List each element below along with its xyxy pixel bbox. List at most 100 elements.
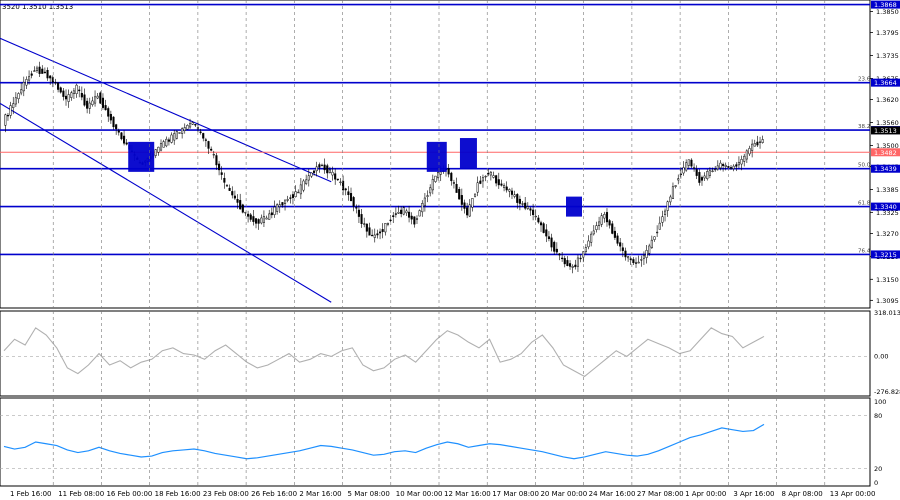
candle-body	[33, 70, 36, 72]
candle-body	[299, 184, 302, 195]
level-tag	[871, 250, 900, 259]
candle-body	[202, 133, 205, 139]
candle-body	[476, 182, 479, 193]
candle-body	[4, 114, 7, 126]
candle-body	[566, 260, 569, 266]
candle-body	[117, 130, 120, 133]
candle-body	[524, 202, 527, 209]
candle-body	[761, 139, 764, 143]
candle-body	[505, 186, 508, 191]
candle-body	[587, 240, 590, 248]
candle-body	[115, 124, 118, 130]
candle-body	[368, 227, 371, 236]
candle-body	[257, 219, 260, 224]
channel-lower-line	[0, 102, 332, 303]
candle-body	[59, 87, 62, 93]
candle-body	[276, 204, 279, 212]
candle-body	[434, 175, 437, 182]
price-tick-label: 1.3735	[876, 52, 899, 60]
candle-body	[328, 169, 331, 173]
candle-body	[112, 116, 115, 128]
x-tick-label: 23 Feb 08:00	[203, 490, 249, 498]
candle-body	[80, 92, 83, 98]
candle-body	[579, 257, 582, 260]
candle-body	[539, 222, 543, 226]
candle-body	[735, 164, 738, 167]
candle-body	[418, 210, 421, 217]
candle-body	[437, 171, 440, 179]
candle-body	[640, 259, 643, 261]
candle-body	[423, 197, 426, 206]
candle-body	[344, 188, 347, 191]
candle-body	[458, 188, 461, 200]
candle-body	[537, 217, 540, 223]
candle-body	[207, 141, 210, 149]
candle-body	[223, 177, 226, 183]
candle-body	[215, 155, 218, 166]
fib-label: 50.0	[858, 163, 871, 169]
price-tick-label: 1.3150	[876, 276, 899, 284]
fib-label: 61.8	[858, 201, 871, 207]
level-tag-label: 1.3340	[874, 203, 897, 211]
fib-label: 23.6	[858, 77, 871, 83]
candle-body	[698, 172, 701, 183]
candle-body	[376, 233, 379, 236]
candle-body	[220, 172, 223, 175]
candle-body	[568, 263, 572, 267]
signal-box	[426, 141, 447, 172]
x-tick-label: 1 Apr 00:00	[685, 490, 726, 498]
candle-body	[463, 202, 466, 209]
candle-body	[608, 220, 611, 226]
x-tick-label: 24 Mar 16:00	[589, 490, 636, 498]
candle-body	[545, 229, 548, 237]
candle-body	[231, 191, 234, 196]
candle-body	[86, 100, 89, 109]
candle-body	[677, 178, 680, 181]
oscillator-series-line	[3, 327, 765, 378]
candle-body	[632, 259, 635, 264]
time-axis: 1 Feb 16:00 11 Feb 08:00 16 Feb 00:00 18 Fe…	[10, 0, 875, 498]
candle-body	[291, 194, 295, 198]
candle-body	[394, 213, 397, 215]
candle-body	[408, 211, 411, 218]
candle-body	[410, 215, 413, 220]
candle-body	[381, 229, 384, 232]
candle-body	[682, 167, 685, 174]
rsi-tick-label: 20	[874, 465, 882, 473]
candle-body	[178, 132, 181, 134]
candle-body	[247, 213, 250, 217]
candle-body	[96, 95, 99, 99]
candle-body	[318, 164, 321, 168]
candle-body	[671, 186, 675, 199]
candle-body	[320, 164, 324, 167]
candle-body	[154, 149, 157, 156]
candle-body	[212, 154, 215, 156]
candle-body	[450, 172, 453, 182]
candle-body	[561, 257, 564, 260]
candle-body	[600, 215, 603, 225]
candle-body	[510, 190, 514, 195]
candle-body	[526, 206, 529, 209]
candle-body	[125, 142, 128, 145]
candle-body	[468, 204, 471, 217]
candle-body	[460, 195, 463, 205]
candle-body	[402, 207, 405, 215]
candle-body	[392, 215, 395, 217]
candle-body	[756, 141, 759, 146]
candle-body	[666, 201, 669, 211]
candle-body	[571, 266, 574, 268]
candle-body	[595, 225, 598, 230]
fib-label: 38.2	[858, 124, 870, 130]
candle-body	[650, 239, 653, 248]
candle-body	[355, 207, 358, 209]
candle-body	[582, 251, 585, 258]
x-tick-label: 3 Apr 16:00	[733, 490, 774, 498]
candle-body	[550, 237, 553, 248]
x-tick-label: 16 Feb 00:00	[106, 490, 152, 498]
candle-body	[336, 178, 339, 181]
candle-body	[722, 164, 725, 166]
candle-body	[503, 185, 506, 188]
candle-body	[479, 180, 482, 184]
candle-body	[28, 76, 31, 81]
